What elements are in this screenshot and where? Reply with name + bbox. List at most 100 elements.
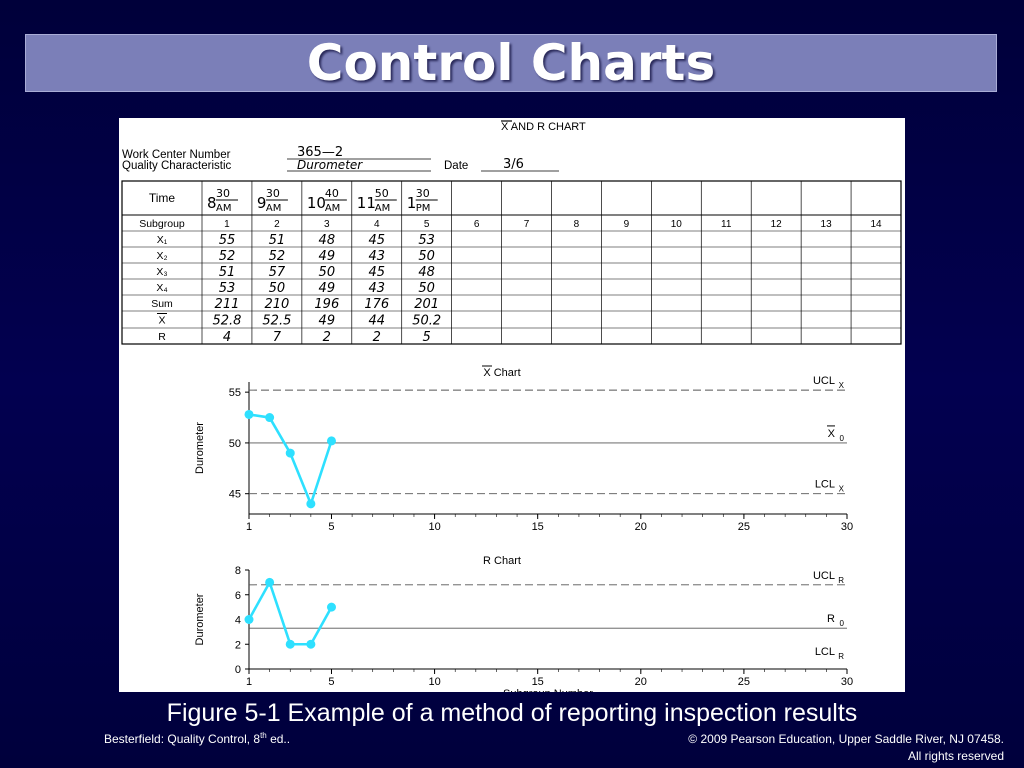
row-label-x4: X₄: [156, 282, 167, 294]
time-minute: 30: [266, 187, 280, 200]
time-ampm: AM: [325, 203, 340, 214]
date-value: 3/6: [503, 157, 524, 172]
subgroup-number: 13: [821, 219, 833, 230]
row-label-time: Time: [149, 191, 176, 205]
reference-line-label: UCL: [813, 570, 835, 582]
series-line: [248, 413, 333, 506]
cell-x3: 57: [269, 265, 286, 280]
data-point: [285, 639, 295, 649]
date-label: Date: [444, 160, 468, 172]
subgroup-number: 1: [224, 219, 230, 230]
slide-title: Control Charts: [306, 34, 716, 92]
subgroup-number: 2: [274, 219, 280, 230]
data-point: [306, 499, 316, 509]
credit-right-line2: All rights reserved: [907, 749, 1004, 763]
x-tick-label: 25: [738, 676, 750, 688]
subgroup-number: 6: [474, 219, 480, 230]
cell-xbar: 52.5: [262, 314, 291, 329]
cell-x1: 51: [269, 233, 286, 248]
subgroup-number: 7: [524, 219, 530, 230]
x-tick-label: 25: [738, 521, 750, 533]
time-hour: 8: [207, 194, 217, 212]
x-axis-label: Subgroup Number: [503, 688, 593, 692]
x-tick-label: 30: [841, 676, 853, 688]
series-line: [247, 581, 333, 646]
reference-line-subscript: 0: [840, 434, 845, 443]
time-hour: 9: [257, 194, 267, 212]
reference-line-label: X: [828, 428, 836, 440]
cell-x2: 52: [269, 249, 286, 264]
reference-line-label: UCL: [813, 375, 835, 387]
subgroup-number: 3: [324, 219, 330, 230]
data-point: [244, 409, 254, 419]
time-minute: 50: [375, 187, 389, 200]
cell-xbar: 49: [319, 314, 336, 329]
cell-r: 7: [273, 330, 282, 345]
y-tick-label: 8: [235, 565, 241, 577]
cell-sum: 176: [364, 297, 389, 312]
y-tick-label: 4: [235, 615, 241, 627]
subgroup-number: 5: [424, 219, 430, 230]
x-tick-label: 20: [635, 521, 647, 533]
x-tick-label: 5: [328, 676, 334, 688]
cell-x1: 55: [219, 233, 236, 248]
subgroup-number: 9: [624, 219, 630, 230]
cell-xbar: 50.2: [412, 314, 441, 329]
reference-line-subscript: R: [838, 652, 844, 661]
figure: X AND R CHART Work Center Number 365—2 Q…: [119, 118, 905, 692]
credit-left-sup: th: [260, 731, 267, 740]
x-tick-label: 5: [328, 521, 334, 533]
credit-right-line1: © 2009 Pearson Education, Upper Saddle R…: [688, 732, 1004, 746]
x-tick-label: 20: [635, 676, 647, 688]
figure-caption: Figure 5-1 Example of a method of report…: [166, 699, 858, 727]
subgroup-number: 14: [870, 219, 882, 230]
time-ampm: PM: [416, 203, 431, 214]
cell-x3: 48: [418, 265, 435, 280]
time-minute: 30: [416, 187, 430, 200]
cell-sum: 210: [264, 297, 289, 312]
x-tick-label: 30: [841, 521, 853, 533]
cell-x4: 50: [418, 281, 435, 296]
row-label-xbar: X: [158, 315, 165, 327]
time-minute: 40: [325, 187, 339, 200]
form-heading-group: X AND R CHART: [501, 120, 586, 133]
row-label-x3: X₃: [156, 266, 167, 278]
row-label-r: R: [158, 331, 166, 343]
cell-x4: 43: [368, 281, 385, 296]
cell-sum: 201: [414, 297, 439, 312]
reference-line-label: R: [827, 613, 835, 625]
title-bar: Control Charts: [25, 34, 997, 92]
time-minute: 30: [216, 187, 230, 200]
cell-x3: 45: [368, 265, 385, 280]
chart-title: R Chart: [483, 555, 521, 567]
r-chart: R ChartDurometer02468151015202530Subgrou…: [194, 555, 853, 692]
row-label-subgroup: Subgroup: [139, 218, 185, 230]
subgroup-number: 8: [574, 219, 580, 230]
time-ampm: AM: [375, 203, 390, 214]
cell-r: 2: [373, 330, 381, 345]
quality-value: Durometer: [297, 158, 363, 172]
credit-left: Besterfield: Quality Control, 8th ed..: [104, 731, 290, 746]
cell-sum: 211: [215, 297, 240, 312]
work-center-label: Work Center Number: [122, 149, 231, 161]
time-ampm: AM: [266, 203, 281, 214]
cell-xbar: 52.8: [212, 314, 241, 329]
cell-x4: 50: [269, 281, 286, 296]
reference-line-subscript: R: [838, 576, 844, 585]
cell-x4: 53: [219, 281, 236, 296]
cell-x3: 51: [219, 265, 236, 280]
data-point: [326, 436, 336, 446]
subgroup-number: 12: [771, 219, 783, 230]
cell-x1: 48: [319, 233, 336, 248]
data-point: [265, 577, 275, 587]
time-hour: 11: [357, 194, 376, 212]
credit-right: © 2009 Pearson Education, Upper Saddle R…: [688, 731, 1004, 765]
credit-left-pre: Besterfield: Quality Control, 8: [104, 732, 261, 746]
row-label-x2: X₂: [156, 250, 167, 262]
x-tick-label: 15: [532, 676, 544, 688]
x-tick-label: 15: [532, 521, 544, 533]
cell-sum: 196: [314, 297, 339, 312]
cell-x2: 52: [219, 249, 236, 264]
